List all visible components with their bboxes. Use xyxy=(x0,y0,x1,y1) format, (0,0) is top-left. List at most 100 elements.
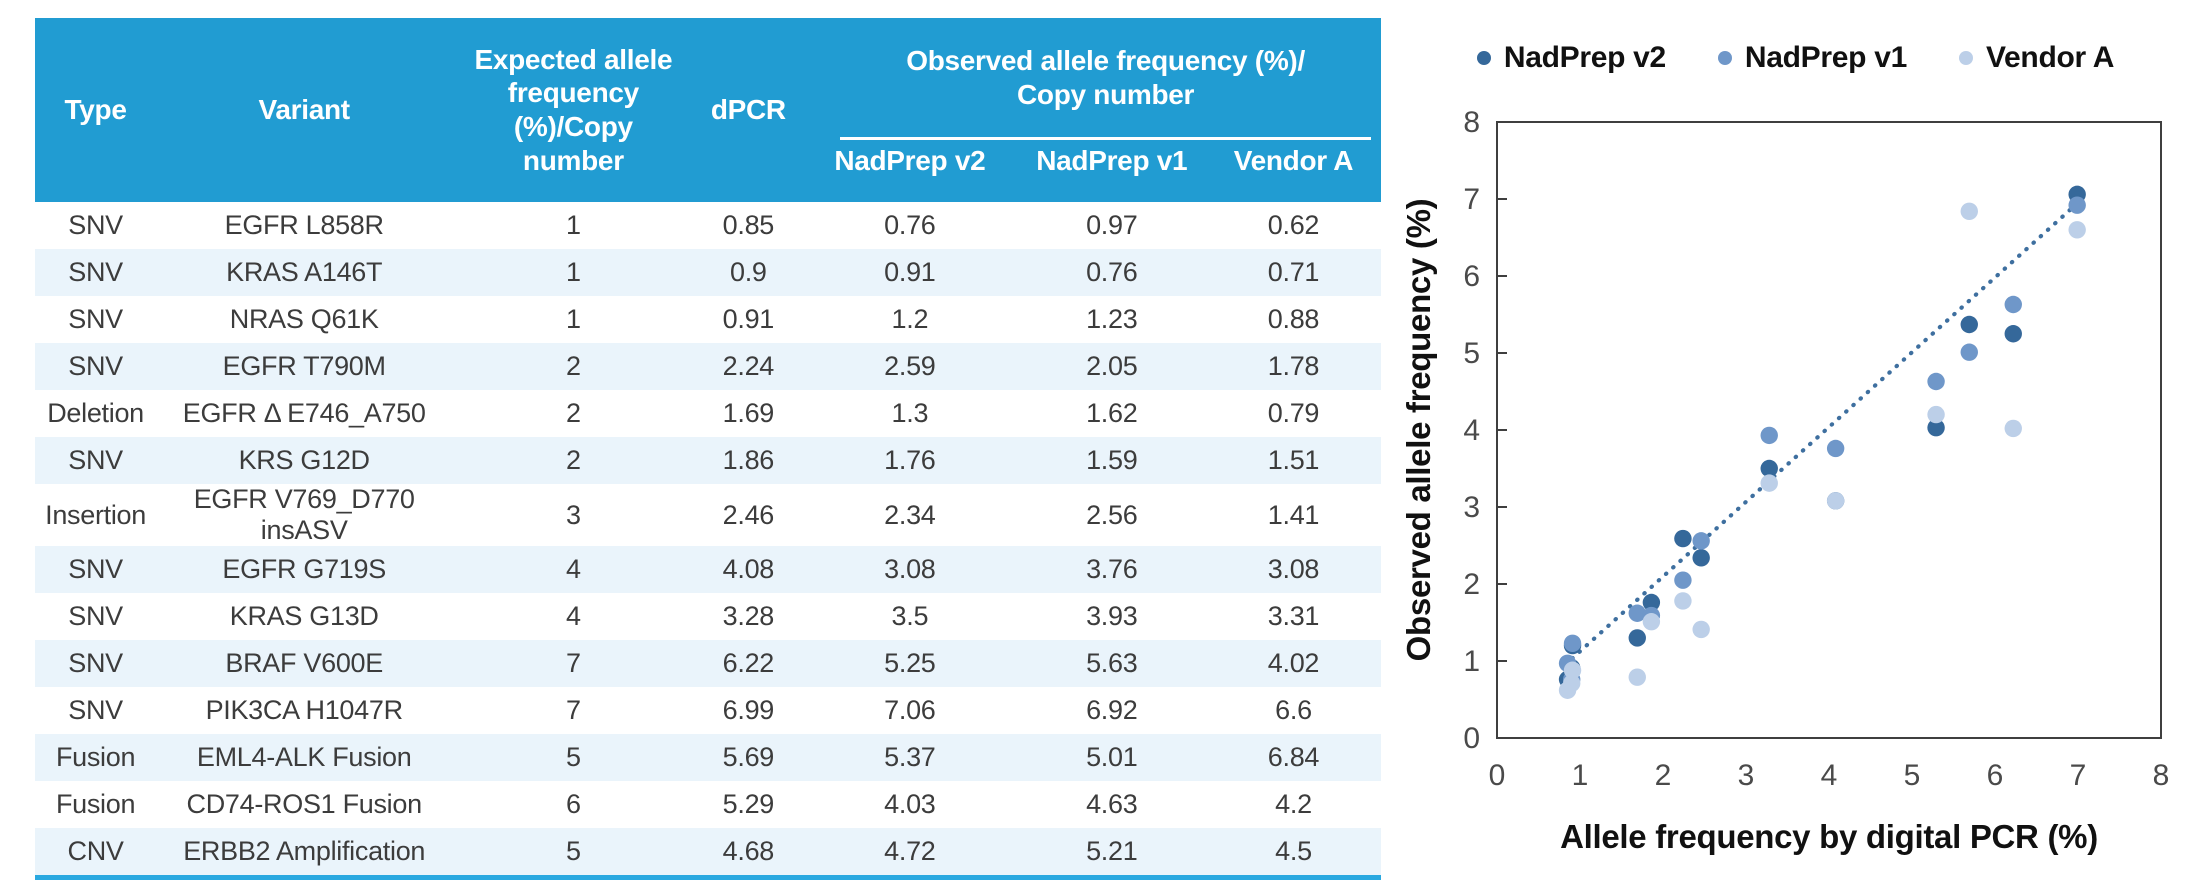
cell-v2: 1.3 xyxy=(891,398,929,428)
cell-variant: NRAS Q61K xyxy=(229,304,379,334)
cell-dpcr: 3.28 xyxy=(722,601,775,631)
cell-dpcr: 0.85 xyxy=(722,210,775,240)
cell-v2: 4.03 xyxy=(884,789,936,819)
cell-v1: 5.63 xyxy=(1086,648,1138,678)
cell-variant: EGFR G719S xyxy=(222,554,386,584)
plot-area: 0 1 2 3 4 5 6 7 8 0 1 2 3 4 5 6 7 8 xyxy=(1463,106,2169,792)
cell-dpcr: 1.69 xyxy=(722,398,775,428)
cell-v1: 3.93 xyxy=(1086,601,1138,631)
cell-v2: 0.91 xyxy=(884,257,936,287)
cell-v2: 5.37 xyxy=(884,742,936,772)
cell-expected: 5 xyxy=(566,836,581,866)
table-row: SNV KRAS A146T 1 0.9 0.91 0.76 0.71 xyxy=(35,249,1381,296)
svg-text:4: 4 xyxy=(1463,414,1480,447)
svg-text:3: 3 xyxy=(1738,759,1755,792)
cell-v1: 0.76 xyxy=(1086,257,1138,287)
cell-dpcr: 0.91 xyxy=(722,304,775,334)
cell-expected: 4 xyxy=(566,554,581,584)
cell-type: SNV xyxy=(68,695,123,725)
cell-dpcr: 1.86 xyxy=(722,445,775,475)
cell-v2: 4.72 xyxy=(884,836,936,866)
cell-variant: KRS G12D xyxy=(238,445,370,475)
cell-dpcr: 4.68 xyxy=(722,836,775,866)
cell-variant: ERBB2 Amplification xyxy=(183,836,426,866)
cell-v2: 1.2 xyxy=(891,304,929,334)
cell-expected: 2 xyxy=(566,445,581,475)
cell-a: 3.08 xyxy=(1267,554,1320,584)
cell-dpcr: 5.69 xyxy=(722,742,775,772)
cell-v1: 1.62 xyxy=(1086,398,1138,428)
legend-label: NadPrep v1 xyxy=(1744,41,1907,74)
legend-item: NadPrep v1 xyxy=(1717,41,1907,75)
svg-text:3: 3 xyxy=(1463,491,1480,524)
table-row: SNV PIK3CA H1047R 7 6.99 7.06 6.92 6.6 xyxy=(35,687,1381,734)
table-row: Insertion EGFR V769_D770 insASV 3 2.46 2.34 2… xyxy=(35,484,1381,546)
col-header-variant: Variant xyxy=(156,18,453,202)
svg-text:1: 1 xyxy=(1572,759,1589,792)
cell-type: Insertion xyxy=(45,499,146,530)
cell-variant: KRAS G13D xyxy=(229,601,379,631)
cell-v1: 0.97 xyxy=(1086,210,1138,240)
svg-text:6: 6 xyxy=(1987,759,2004,792)
cell-type: SNV xyxy=(68,445,123,475)
col-header-expected: Expected allele frequency (%)/Copy numbe… xyxy=(452,18,695,202)
cell-v2: 7.06 xyxy=(884,695,936,725)
cell-variant: EML4-ALK Fusion xyxy=(196,742,412,772)
legend-label: Vendor A xyxy=(1985,41,2115,74)
cell-dpcr: 2.24 xyxy=(722,351,775,381)
cell-v2: 1.76 xyxy=(884,445,936,475)
cell-v1: 5.21 xyxy=(1086,836,1138,866)
cell-a: 3.31 xyxy=(1267,601,1320,631)
col-header-dpcr: dPCR xyxy=(694,18,803,202)
table-row: CNV ERBB2 Amplification 5 4.68 4.72 5.21 4.5 xyxy=(35,828,1381,878)
observed-group-label: Observed allele frequency (%)/ Copy numb… xyxy=(840,19,1371,140)
table-header: Type Variant Expected allele frequency (… xyxy=(35,18,1381,202)
scatter-chart-panel: NadPrep v2 NadPrep v1 Vendor A 0 1 2 3 4 5 6 7 8 0 1… xyxy=(1400,0,2191,887)
svg-text:5: 5 xyxy=(1463,337,1480,370)
table-body: SNV EGFR L858R 1 0.85 0.76 0.97 0.62 SNV KRAS A1… xyxy=(35,202,1381,878)
cell-v1: 1.23 xyxy=(1086,304,1138,334)
table-row: Deletion EGFR Δ E746_A750 2 1.69 1.3 1.62 0.79 xyxy=(35,390,1381,437)
cell-expected: 5 xyxy=(566,742,581,772)
cell-a: 6.6 xyxy=(1275,695,1312,725)
col-header-nadprep-v1: NadPrep v1 xyxy=(1017,140,1206,202)
table-row: SNV BRAF V600E 7 6.22 5.25 5.63 4.02 xyxy=(35,640,1381,687)
cell-v2: 2.34 xyxy=(884,499,936,530)
cell-a: 0.88 xyxy=(1267,304,1320,334)
cell-type: SNV xyxy=(68,257,123,287)
cell-type: SNV xyxy=(68,351,123,381)
cell-a: 6.84 xyxy=(1267,742,1320,772)
cell-expected: 7 xyxy=(566,648,581,678)
cell-expected: 2 xyxy=(566,351,581,381)
col-header-nadprep-v2: NadPrep v2 xyxy=(802,140,1018,202)
cell-v1: 6.92 xyxy=(1086,695,1138,725)
cell-type: SNV xyxy=(68,304,123,334)
cell-variant: PIK3CA H1047R xyxy=(205,695,404,725)
cell-dpcr: 4.08 xyxy=(722,554,775,584)
cell-a: 1.41 xyxy=(1267,499,1320,530)
svg-text:0: 0 xyxy=(1489,759,1506,792)
svg-text:8: 8 xyxy=(1463,106,1480,139)
cell-a: 4.02 xyxy=(1267,648,1320,678)
cell-dpcr: 5.29 xyxy=(722,789,775,819)
y-axis-title: Observed allele frequency (%) xyxy=(1400,199,1437,662)
cell-a: 0.71 xyxy=(1267,257,1320,287)
legend-dot-icon xyxy=(1958,51,1973,65)
cell-variant: EGFR V769_D770 insASV xyxy=(193,484,415,545)
legend-item: NadPrep v2 xyxy=(1476,41,1666,75)
scatter-plot: 0 1 2 3 4 5 6 7 8 0 1 2 3 4 5 6 7 8 Allele frequency by d… xyxy=(1400,106,2169,855)
table-row: SNV EGFR T790M 2 2.24 2.59 2.05 1.78 xyxy=(35,343,1381,390)
cell-dpcr: 6.22 xyxy=(722,648,775,678)
cell-expected: 1 xyxy=(566,210,581,240)
cell-v2: 3.5 xyxy=(891,601,929,631)
cell-type: CNV xyxy=(67,836,124,866)
cell-v1: 2.05 xyxy=(1086,351,1138,381)
cell-variant: CD74-ROS1 Fusion xyxy=(186,789,423,819)
cell-expected: 6 xyxy=(566,789,581,819)
cell-a: 0.79 xyxy=(1267,398,1320,428)
svg-text:8: 8 xyxy=(2153,759,2170,792)
cell-expected: 2 xyxy=(566,398,581,428)
cell-v1: 2.56 xyxy=(1086,499,1138,530)
cell-variant: BRAF V600E xyxy=(225,648,383,678)
